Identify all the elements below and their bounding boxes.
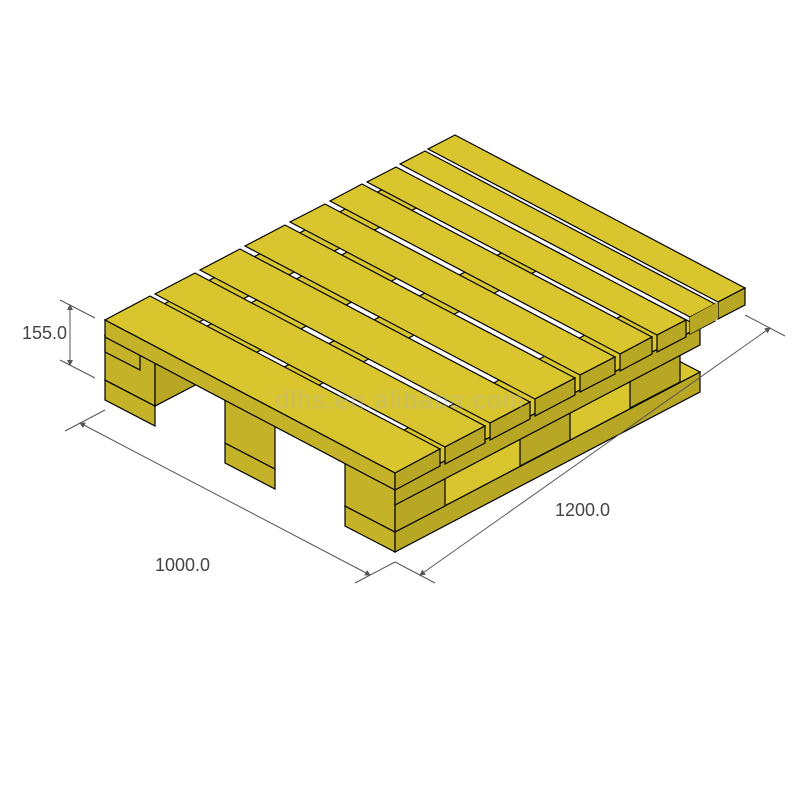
- pallet-body: [60, 135, 785, 583]
- deck-boards: [105, 135, 745, 490]
- dim-height: 155.0: [22, 323, 67, 344]
- dim-length: 1200.0: [555, 500, 610, 521]
- dim-width: 1000.0: [155, 555, 210, 576]
- pallet-diagram: 155.0 1000.0 1200.0 dlhs.en.alibaba.com: [0, 0, 800, 800]
- pallet-svg: [0, 0, 800, 800]
